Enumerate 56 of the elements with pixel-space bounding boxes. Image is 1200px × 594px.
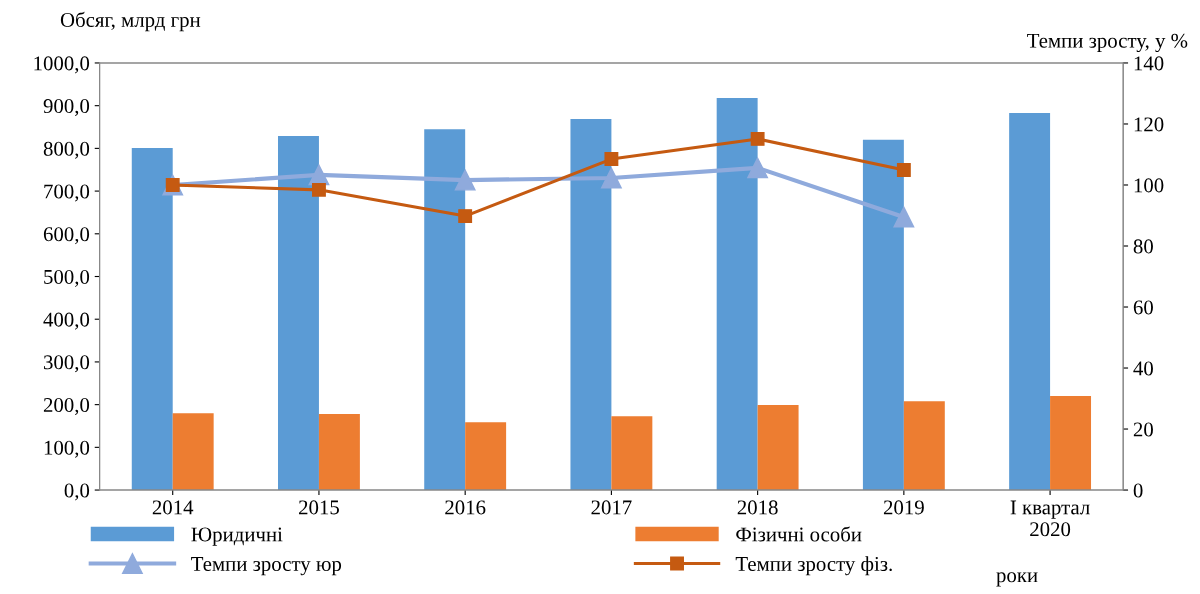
y2-tick-label: 0 (1133, 483, 1143, 498)
y-tick-label: 600,0 (43, 227, 90, 245)
point (893, 206, 915, 228)
y-tick-label: 200,0 (43, 398, 90, 416)
point (600, 167, 622, 189)
y-tick-label: 800,0 (43, 141, 90, 159)
x-axis-title: роки (996, 572, 1038, 587)
y-tick-label: 900,0 (43, 99, 90, 117)
y-axis-title: Обсяг, млрд грн (60, 11, 201, 32)
bar (318, 414, 360, 491)
point (311, 182, 326, 197)
point (458, 209, 473, 224)
y-tick-label: 500,0 (44, 269, 90, 287)
point (747, 157, 769, 179)
x-tick-label: 2019 (883, 500, 924, 515)
legend-label: Фізичні особи (736, 526, 862, 542)
bar (757, 405, 799, 491)
y-tick-label: 1000,0 (34, 56, 90, 74)
y-tick-label: 100,0 (44, 440, 90, 458)
y-tick-label: 300,0 (44, 355, 90, 373)
x-tick-label: 2016 (445, 500, 486, 515)
y2-tick-label: 20 (1133, 422, 1153, 437)
point (604, 152, 619, 167)
bar (716, 97, 758, 491)
bar (465, 422, 507, 491)
y2-axis-title: Темпи зросту, у % (1027, 33, 1188, 53)
bar (611, 416, 653, 491)
point (454, 169, 476, 191)
y2-tick-label: 40 (1133, 361, 1153, 376)
y2-tick-label: 60 (1133, 300, 1153, 315)
y-tick-label: 700,0 (44, 184, 90, 202)
bar (131, 147, 173, 491)
bar (424, 129, 466, 491)
y2-tick-label: 80 (1133, 239, 1153, 254)
y-tick-label: 400,0 (43, 312, 90, 330)
bar (570, 118, 612, 491)
x-tick-label: 2018 (737, 500, 778, 515)
y2-tick-label: 140 (1134, 56, 1164, 71)
point (750, 131, 765, 146)
bar (862, 139, 904, 491)
y2-tick-label: 100 (1134, 178, 1164, 193)
x-tick-label: I квартал 2020 (1010, 500, 1090, 537)
x-tick-label: 2015 (299, 500, 339, 515)
bar (1050, 396, 1092, 491)
legend-label: Темпи зросту фіз. (735, 556, 892, 576)
x-tick-label: 2014 (152, 500, 194, 515)
legend-label: Юридичні (191, 527, 283, 546)
bar (172, 413, 214, 491)
bar (903, 401, 945, 491)
bar (1009, 112, 1051, 491)
point (896, 163, 911, 177)
bar (278, 136, 319, 491)
legend-label: Темпи зросту юр (191, 557, 342, 576)
x-tick-label: 2017 (591, 500, 632, 515)
y-tick-label: 0,0 (64, 483, 90, 501)
y2-tick-label: 120 (1134, 117, 1164, 132)
